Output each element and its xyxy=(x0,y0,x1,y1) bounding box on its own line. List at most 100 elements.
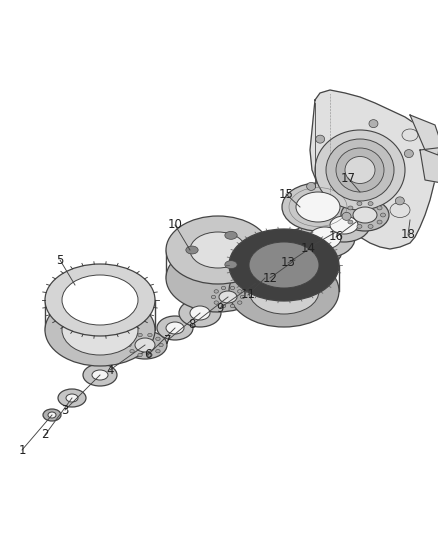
Text: 5: 5 xyxy=(57,254,64,266)
Ellipse shape xyxy=(225,231,237,239)
Ellipse shape xyxy=(62,305,138,355)
Ellipse shape xyxy=(190,306,210,320)
Ellipse shape xyxy=(318,208,370,242)
Ellipse shape xyxy=(315,130,405,210)
Ellipse shape xyxy=(344,213,350,217)
Polygon shape xyxy=(420,147,438,183)
Ellipse shape xyxy=(45,264,155,336)
Ellipse shape xyxy=(296,192,340,222)
Ellipse shape xyxy=(229,255,339,327)
Ellipse shape xyxy=(221,286,226,289)
Text: 10: 10 xyxy=(168,219,183,231)
Ellipse shape xyxy=(345,157,375,183)
Ellipse shape xyxy=(369,119,378,127)
Ellipse shape xyxy=(157,316,193,340)
Ellipse shape xyxy=(229,229,339,301)
Ellipse shape xyxy=(45,294,155,366)
Ellipse shape xyxy=(156,350,160,353)
Ellipse shape xyxy=(353,207,377,223)
Text: 13: 13 xyxy=(281,256,296,270)
Ellipse shape xyxy=(404,150,413,158)
Ellipse shape xyxy=(48,412,56,418)
Text: 17: 17 xyxy=(340,172,356,184)
Ellipse shape xyxy=(166,322,184,334)
Ellipse shape xyxy=(396,197,404,205)
Ellipse shape xyxy=(190,232,246,268)
Ellipse shape xyxy=(356,187,370,197)
Ellipse shape xyxy=(225,261,237,269)
Ellipse shape xyxy=(282,183,354,231)
Ellipse shape xyxy=(288,237,328,263)
Ellipse shape xyxy=(186,246,198,254)
Text: 6: 6 xyxy=(144,349,152,361)
Ellipse shape xyxy=(211,295,215,298)
Ellipse shape xyxy=(330,216,358,234)
Polygon shape xyxy=(310,90,435,249)
Text: 8: 8 xyxy=(188,319,196,332)
Text: 14: 14 xyxy=(300,241,315,254)
Ellipse shape xyxy=(214,290,219,293)
Ellipse shape xyxy=(249,268,319,314)
Text: 4: 4 xyxy=(106,364,114,376)
Ellipse shape xyxy=(130,350,134,353)
Ellipse shape xyxy=(138,333,142,337)
Ellipse shape xyxy=(92,370,108,380)
Ellipse shape xyxy=(62,275,138,325)
Ellipse shape xyxy=(43,409,61,421)
Ellipse shape xyxy=(138,353,142,357)
Ellipse shape xyxy=(166,244,270,312)
Text: 18: 18 xyxy=(401,229,415,241)
Ellipse shape xyxy=(123,331,167,359)
Ellipse shape xyxy=(148,353,152,357)
Ellipse shape xyxy=(348,220,353,224)
Ellipse shape xyxy=(83,364,117,386)
Ellipse shape xyxy=(242,274,270,292)
Ellipse shape xyxy=(368,201,373,206)
Ellipse shape xyxy=(377,206,382,210)
Ellipse shape xyxy=(381,213,385,217)
Ellipse shape xyxy=(219,291,237,303)
Ellipse shape xyxy=(357,224,362,228)
Ellipse shape xyxy=(357,201,362,206)
Ellipse shape xyxy=(66,394,78,402)
Ellipse shape xyxy=(148,333,152,337)
Ellipse shape xyxy=(130,337,134,341)
Ellipse shape xyxy=(230,304,235,308)
Text: 3: 3 xyxy=(61,403,69,416)
Ellipse shape xyxy=(166,216,270,284)
Ellipse shape xyxy=(326,139,394,201)
Polygon shape xyxy=(410,115,438,155)
Ellipse shape xyxy=(295,218,355,258)
Ellipse shape xyxy=(342,212,351,220)
Ellipse shape xyxy=(249,242,319,288)
Ellipse shape xyxy=(307,182,316,190)
Text: 16: 16 xyxy=(328,230,343,244)
Ellipse shape xyxy=(368,224,373,228)
Ellipse shape xyxy=(347,181,379,203)
Ellipse shape xyxy=(156,337,160,341)
Text: 15: 15 xyxy=(279,188,293,200)
Ellipse shape xyxy=(230,286,235,289)
Ellipse shape xyxy=(316,135,325,143)
Ellipse shape xyxy=(237,290,242,293)
Ellipse shape xyxy=(237,301,242,304)
Ellipse shape xyxy=(240,295,245,298)
Ellipse shape xyxy=(377,220,382,224)
Text: 9: 9 xyxy=(216,302,224,314)
Ellipse shape xyxy=(159,343,163,346)
Ellipse shape xyxy=(214,301,219,304)
Ellipse shape xyxy=(179,299,221,327)
Text: 2: 2 xyxy=(41,429,49,441)
Ellipse shape xyxy=(230,266,282,300)
Ellipse shape xyxy=(58,389,86,407)
Ellipse shape xyxy=(127,343,131,346)
Ellipse shape xyxy=(135,338,155,352)
Text: 7: 7 xyxy=(164,334,172,346)
Ellipse shape xyxy=(336,148,384,192)
Ellipse shape xyxy=(348,206,353,210)
Ellipse shape xyxy=(341,199,389,231)
Ellipse shape xyxy=(309,227,341,249)
Ellipse shape xyxy=(274,228,342,272)
Text: 12: 12 xyxy=(262,271,278,285)
Text: 11: 11 xyxy=(240,288,255,302)
